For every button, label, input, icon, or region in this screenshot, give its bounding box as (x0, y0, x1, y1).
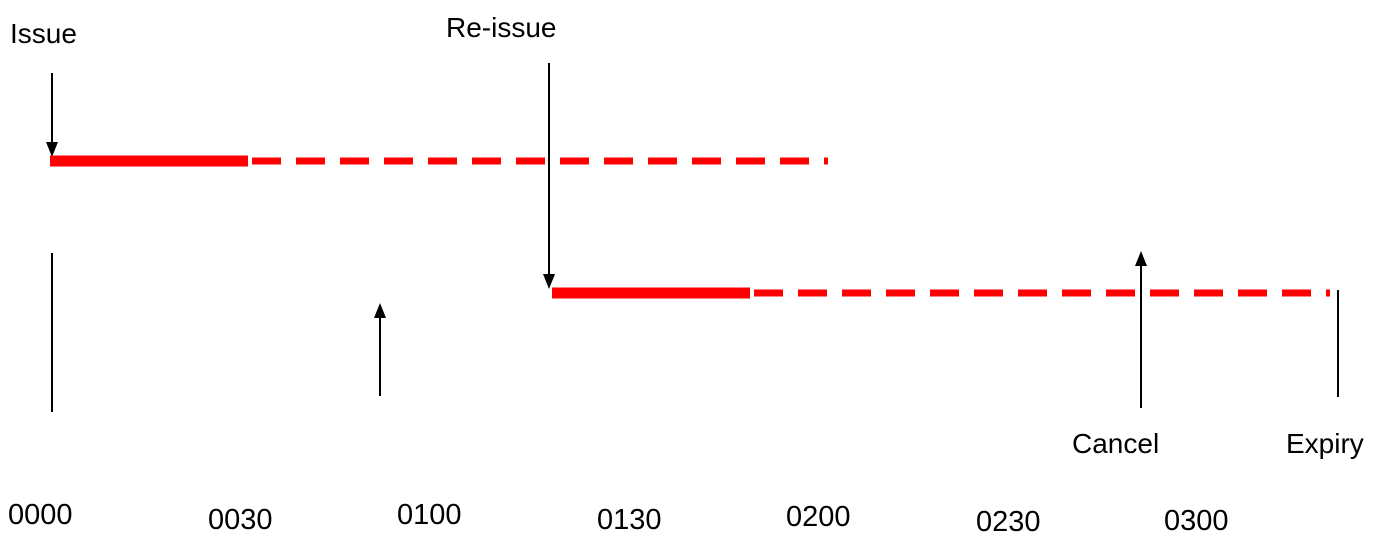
time-tick-label: 0230 (976, 506, 1041, 538)
cancel-arrowhead (1135, 251, 1147, 266)
time-tick-label: 0000 (8, 499, 73, 531)
reissue-label: Re-issue (446, 12, 556, 43)
issue-label: Issue (10, 18, 77, 49)
time-tick-label: 0030 (208, 504, 273, 536)
time-tick-label: 0300 (1164, 505, 1229, 537)
expiry-label: Expiry (1286, 428, 1364, 459)
reissue-arrowhead (543, 274, 555, 289)
time-tick-label: 0130 (597, 504, 662, 536)
middle-up-arrowhead (374, 303, 386, 318)
cancel-label: Cancel (1072, 428, 1159, 459)
time-tick-label: 0200 (786, 501, 851, 533)
time-tick-label: 0100 (397, 499, 462, 531)
issue-arrowhead (46, 142, 58, 157)
